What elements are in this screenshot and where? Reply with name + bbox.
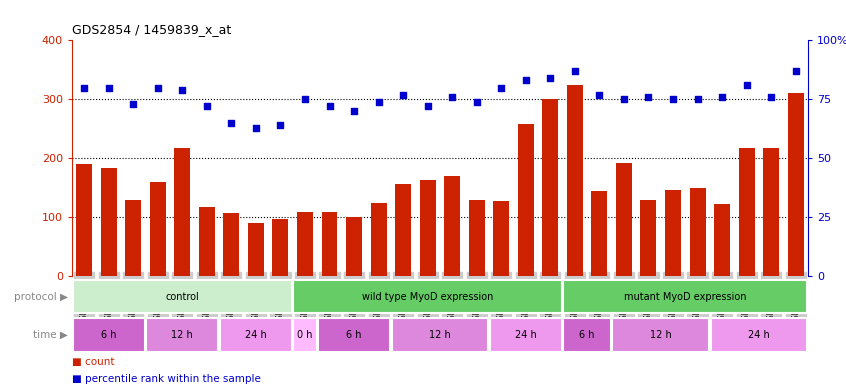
FancyBboxPatch shape: [294, 318, 316, 352]
Point: [519, 78, 532, 84]
Point: [445, 94, 459, 100]
FancyBboxPatch shape: [220, 318, 292, 352]
Text: 0 h: 0 h: [297, 330, 313, 340]
Text: 12 h: 12 h: [172, 330, 193, 340]
Bar: [518, 124, 534, 276]
Bar: [591, 191, 607, 276]
Point: [102, 84, 115, 91]
Point: [298, 96, 311, 103]
Bar: [788, 93, 804, 276]
Point: [151, 84, 164, 91]
FancyBboxPatch shape: [73, 318, 145, 352]
Text: time ▶: time ▶: [33, 330, 68, 340]
Point: [77, 84, 91, 91]
Bar: [665, 190, 681, 276]
Bar: [444, 176, 460, 276]
Point: [371, 99, 385, 105]
Text: 24 h: 24 h: [748, 330, 770, 340]
Point: [249, 125, 262, 131]
Bar: [248, 223, 264, 276]
Bar: [640, 200, 656, 276]
Text: 6 h: 6 h: [580, 330, 595, 340]
Bar: [493, 201, 509, 276]
Point: [175, 87, 189, 93]
Text: 24 h: 24 h: [245, 330, 266, 340]
FancyBboxPatch shape: [294, 280, 562, 313]
Bar: [101, 169, 117, 276]
Point: [273, 122, 287, 128]
FancyBboxPatch shape: [563, 280, 807, 313]
Bar: [689, 188, 706, 276]
FancyBboxPatch shape: [490, 318, 562, 352]
Bar: [714, 204, 730, 276]
Bar: [150, 182, 166, 276]
Point: [592, 91, 606, 98]
Point: [617, 96, 630, 103]
Text: ■ percentile rank within the sample: ■ percentile rank within the sample: [72, 374, 261, 384]
Bar: [272, 219, 288, 276]
Point: [420, 103, 434, 109]
Text: 12 h: 12 h: [650, 330, 672, 340]
FancyBboxPatch shape: [392, 318, 488, 352]
Bar: [542, 99, 558, 276]
Text: 6 h: 6 h: [101, 330, 117, 340]
Point: [494, 84, 508, 91]
Point: [396, 91, 409, 98]
FancyBboxPatch shape: [711, 318, 807, 352]
Bar: [371, 203, 387, 276]
Text: 24 h: 24 h: [515, 330, 536, 340]
Point: [470, 99, 483, 105]
Point: [788, 68, 802, 74]
Bar: [76, 164, 92, 276]
Bar: [346, 217, 362, 276]
Text: control: control: [166, 291, 199, 302]
Text: 12 h: 12 h: [429, 330, 451, 340]
Bar: [616, 163, 632, 276]
Point: [200, 103, 213, 109]
Bar: [321, 212, 338, 276]
Bar: [739, 148, 755, 276]
FancyBboxPatch shape: [73, 280, 292, 313]
Point: [322, 103, 336, 109]
Bar: [567, 84, 583, 276]
Bar: [297, 212, 313, 276]
Point: [126, 101, 140, 107]
Point: [224, 120, 238, 126]
Point: [666, 96, 679, 103]
FancyBboxPatch shape: [146, 318, 218, 352]
Bar: [199, 207, 215, 276]
Bar: [395, 184, 411, 276]
FancyBboxPatch shape: [318, 318, 390, 352]
Bar: [420, 180, 436, 276]
FancyBboxPatch shape: [563, 318, 611, 352]
Bar: [223, 213, 239, 276]
Bar: [763, 148, 779, 276]
Text: mutant MyoD expression: mutant MyoD expression: [624, 291, 746, 302]
Bar: [174, 148, 190, 276]
Point: [568, 68, 581, 74]
Point: [690, 96, 704, 103]
Text: wild type MyoD expression: wild type MyoD expression: [362, 291, 493, 302]
Bar: [125, 200, 141, 276]
FancyBboxPatch shape: [613, 318, 709, 352]
Text: GDS2854 / 1459839_x_at: GDS2854 / 1459839_x_at: [72, 23, 231, 36]
Point: [641, 94, 655, 100]
Point: [764, 94, 777, 100]
Text: protocol ▶: protocol ▶: [14, 291, 68, 302]
Point: [739, 82, 753, 88]
Text: 6 h: 6 h: [346, 330, 362, 340]
Bar: [469, 200, 485, 276]
Point: [715, 94, 728, 100]
Point: [543, 75, 557, 81]
Text: ■ count: ■ count: [72, 357, 114, 367]
Point: [347, 108, 360, 114]
